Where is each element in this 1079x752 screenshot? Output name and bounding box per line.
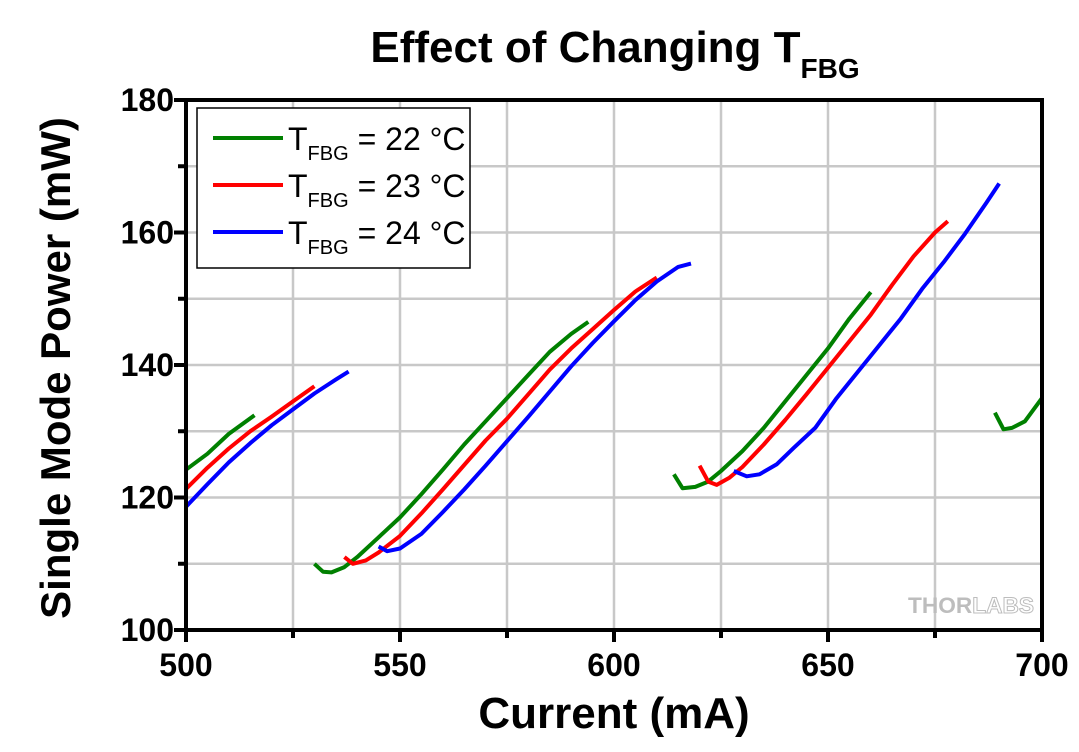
legend-label: TFBG = 22 °C	[288, 121, 466, 165]
y-tick-label: 140	[121, 347, 174, 383]
legend-box	[196, 107, 471, 269]
legend-label: TFBG = 23 °C	[288, 168, 466, 212]
tick-labels: 500 550 600 650 700 100 120 140 160 180	[121, 82, 1069, 683]
legend-label-subscript: FBG	[308, 237, 349, 259]
chart-title-main: Effect of Changing T	[370, 23, 800, 72]
legend-label-value: = 24 °C	[349, 215, 466, 251]
x-tick-label: 600	[587, 647, 640, 683]
legend-label-value: = 23 °C	[349, 168, 466, 204]
x-tick-label: 550	[373, 647, 426, 683]
series-line-22c	[672, 290, 873, 491]
legend-label-subscript: FBG	[308, 143, 349, 165]
series-line-23c	[343, 275, 658, 566]
chart-title: Effect of Changing TFBG	[370, 23, 859, 84]
y-tick-label: 180	[121, 82, 174, 118]
grid	[186, 100, 1042, 630]
x-tick-label: 700	[1015, 647, 1068, 683]
y-tick-label: 160	[121, 215, 174, 251]
series-line-22c	[313, 320, 590, 575]
chart-title-subscript: FBG	[801, 53, 860, 84]
legend-label-main: T	[288, 121, 308, 157]
series-group	[184, 182, 1044, 575]
watermark-bold: THOR	[908, 593, 972, 618]
svg-text:THORLABS: THORLABS	[908, 593, 1034, 618]
y-tick-label: 100	[121, 612, 174, 648]
series-line-24c	[733, 182, 1001, 479]
series-line-24c	[377, 261, 692, 554]
watermark-light: LABS	[972, 593, 1034, 618]
series-line-24c	[184, 369, 350, 509]
series-line-22c	[184, 413, 256, 472]
axes	[174, 98, 1044, 642]
series-line-23c	[697, 219, 950, 487]
series-line-22c	[993, 396, 1044, 432]
y-axis-label: Single Mode Power (mW)	[32, 117, 79, 619]
legend-label-subscript: FBG	[308, 190, 349, 212]
series-line-23c	[184, 384, 316, 491]
legend-label-main: T	[288, 168, 308, 204]
legend-label: TFBG = 24 °C	[288, 215, 466, 259]
legend-label-value: = 22 °C	[349, 121, 466, 157]
x-axis-label: Current (mA)	[478, 689, 749, 738]
x-tick-label: 650	[801, 647, 854, 683]
x-tick-label: 500	[159, 647, 212, 683]
legend-label-main: T	[288, 215, 308, 251]
thorlabs-watermark: THORLABS	[908, 593, 1035, 619]
y-tick-label: 120	[121, 480, 174, 516]
